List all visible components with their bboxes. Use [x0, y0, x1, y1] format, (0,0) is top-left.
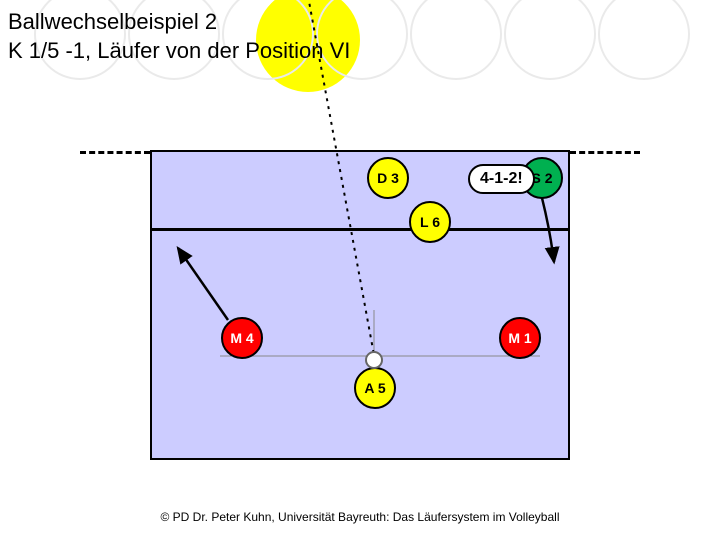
deco-circle: [598, 0, 690, 80]
deco-circle: [410, 0, 502, 80]
net-extension-left: [80, 151, 150, 154]
player-a5: A 5: [354, 367, 396, 409]
slide-footer: © PD Dr. Peter Kuhn, Universität Bayreut…: [0, 510, 720, 524]
player-label: L 6: [420, 214, 440, 230]
deco-circle: [504, 0, 596, 80]
player-label: A 5: [364, 380, 385, 396]
title-line-1: Ballwechselbeispiel 2: [8, 8, 350, 37]
player-d3: D 3: [367, 157, 409, 199]
call-text: 4-1-2!: [480, 170, 523, 187]
player-l6: L 6: [409, 201, 451, 243]
player-label: M 1: [508, 330, 531, 346]
call-bubble: 4-1-2!: [468, 164, 535, 194]
volleyball-court: [150, 150, 570, 460]
net-extension-right: [570, 151, 640, 154]
slide-title: Ballwechselbeispiel 2 K 1/5 -1, Läufer v…: [8, 8, 350, 65]
player-m1: M 1: [499, 317, 541, 359]
title-line-2: K 1/5 -1, Läufer von der Position VI: [8, 37, 350, 66]
volleyball-icon: [365, 351, 383, 369]
player-label: D 3: [377, 170, 399, 186]
player-m4: M 4: [221, 317, 263, 359]
player-label: M 4: [230, 330, 253, 346]
footer-text: © PD Dr. Peter Kuhn, Universität Bayreut…: [160, 510, 559, 524]
attack-line: [150, 228, 570, 231]
